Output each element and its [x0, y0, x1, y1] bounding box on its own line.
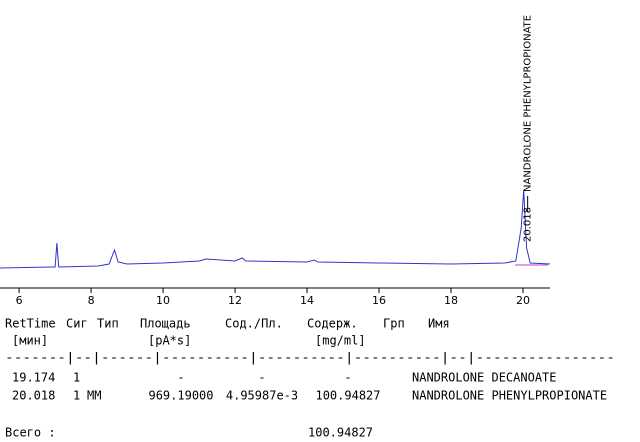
- column-unit: [mg/ml]: [315, 334, 366, 348]
- table-cell: 969.19000: [148, 389, 213, 403]
- table-cell: -: [344, 371, 351, 385]
- table-cell: 100.94827: [315, 389, 380, 403]
- column-header: Содерж.: [307, 317, 358, 331]
- peak-time: 20.018: [523, 207, 534, 242]
- table-cell: 20.018: [12, 389, 55, 403]
- column-header: Сод./Пл.: [225, 317, 283, 331]
- column-header: Площадь: [140, 317, 191, 331]
- column-header: Грп: [383, 317, 405, 331]
- table-cell: NANDROLONE DECANOATE: [412, 371, 557, 385]
- x-tick-label: 8: [88, 294, 95, 307]
- table-cell: 1: [73, 371, 80, 385]
- signal-line: [0, 189, 551, 269]
- table-cell: 1: [73, 389, 80, 403]
- table-cell: 4.95987e-3: [226, 389, 298, 403]
- x-tick-label: 12: [228, 294, 242, 307]
- column-unit: [мин]: [12, 334, 48, 348]
- table-cell: NANDROLONE PHENYLPROPIONATE: [412, 389, 607, 403]
- total-value: 100.94827: [308, 426, 373, 440]
- results-table: RetTime Сиг Тип Площадь Сод./Пл. Содерж. Грп Им…: [5, 317, 615, 440]
- chromatogram: 6 8 10 12 14 16 18 20 20.018 NANDROLONE PHENYLPRO…: [0, 15, 551, 307]
- table-cell: -: [177, 371, 184, 385]
- x-tick-label: 6: [16, 294, 23, 307]
- separator: -------|--|------|----------|----------|…: [5, 351, 615, 365]
- table-cell: 19.174: [12, 371, 55, 385]
- x-tick-label: 10: [156, 294, 170, 307]
- x-tick-label: 16: [372, 294, 386, 307]
- peak-name: NANDROLONE PHENYLPROPIONATE: [523, 15, 534, 192]
- column-header: RetTime: [5, 317, 56, 331]
- table-cell: MM: [87, 389, 101, 403]
- table-cell: -: [258, 371, 265, 385]
- column-unit: [pA*s]: [148, 334, 191, 348]
- x-tick-label: 20: [516, 294, 530, 307]
- column-header: Сиг: [66, 317, 88, 331]
- column-header: Тип: [97, 317, 119, 331]
- x-tick-label: 18: [444, 294, 458, 307]
- column-header: Имя: [428, 317, 450, 331]
- total-label: Всего :: [5, 426, 56, 440]
- x-tick-label: 14: [300, 294, 314, 307]
